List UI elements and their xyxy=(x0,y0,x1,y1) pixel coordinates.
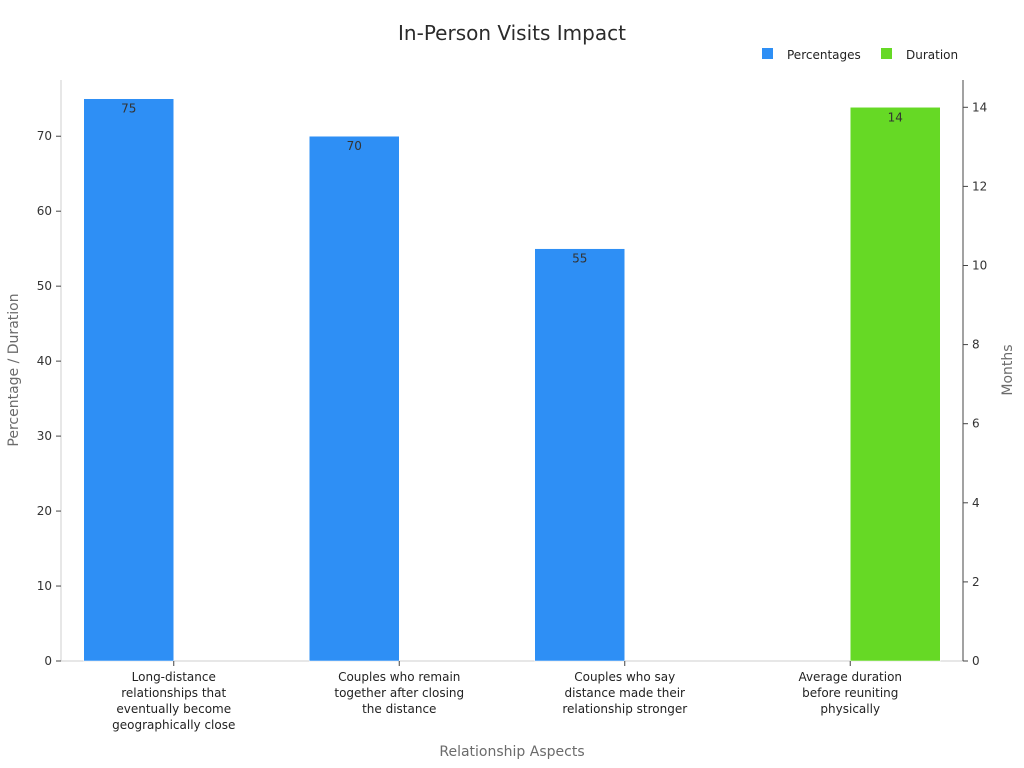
y-tick-label: 30 xyxy=(37,429,52,443)
y-axis-title: Percentage / Duration xyxy=(6,293,22,446)
x-tick-label: Long-distance relationships that eventuall… xyxy=(112,670,235,732)
y2-tick-label: 14 xyxy=(972,100,987,114)
y-tick-label: 40 xyxy=(37,354,52,368)
y2-tick-label: 2 xyxy=(972,575,980,589)
bars xyxy=(83,98,941,662)
legend-label: Percentages xyxy=(787,48,861,62)
y-tick-label: 50 xyxy=(37,279,52,293)
y2-tick-label: 8 xyxy=(972,338,980,352)
bar xyxy=(309,135,400,662)
y-axis-ticks: 0 10 20 30 40 50 60 70 xyxy=(37,129,61,668)
y2-tick-label: 0 xyxy=(972,654,980,668)
y-tick-label: 0 xyxy=(44,654,52,668)
bar xyxy=(534,248,625,662)
axes xyxy=(60,80,964,662)
x-tick-label: Couples who remain together after closing… xyxy=(334,670,464,716)
y-tick-label: 60 xyxy=(37,204,52,218)
y2-tick-label: 12 xyxy=(972,179,987,193)
chart-title: In-Person Visits Impact xyxy=(398,21,626,45)
bar xyxy=(83,98,174,662)
y2-axis-title: Months xyxy=(1000,344,1016,395)
y-tick-label: 10 xyxy=(37,579,52,593)
bar xyxy=(850,107,941,662)
y2-tick-label: 10 xyxy=(972,258,987,272)
bar-value-label: 70 xyxy=(347,139,362,153)
bar-value-label: 55 xyxy=(572,252,587,266)
y2-tick-label: 6 xyxy=(972,417,980,431)
x-axis-title: Relationship Aspects xyxy=(439,744,584,760)
y2-tick-label: 4 xyxy=(972,496,980,510)
bar-labels: 75 70 55 14 xyxy=(121,102,903,266)
x-tick-label: Couples who say distance made their relati… xyxy=(562,670,687,716)
bar-value-label: 75 xyxy=(121,102,136,116)
bar-value-label: 14 xyxy=(888,110,903,124)
legend: Percentages Duration xyxy=(762,48,958,62)
x-tick-label: Average duration before reuniting physical… xyxy=(798,670,902,716)
y2-axis-ticks: 0 2 4 6 8 10 12 14 xyxy=(963,100,987,668)
legend-swatch xyxy=(762,48,773,59)
legend-label: Duration xyxy=(906,48,958,62)
y-tick-label: 20 xyxy=(37,504,52,518)
legend-swatch xyxy=(881,48,892,59)
y-tick-label: 70 xyxy=(37,129,52,143)
x-axis-ticks: Long-distance relationships that eventuall… xyxy=(112,661,902,732)
